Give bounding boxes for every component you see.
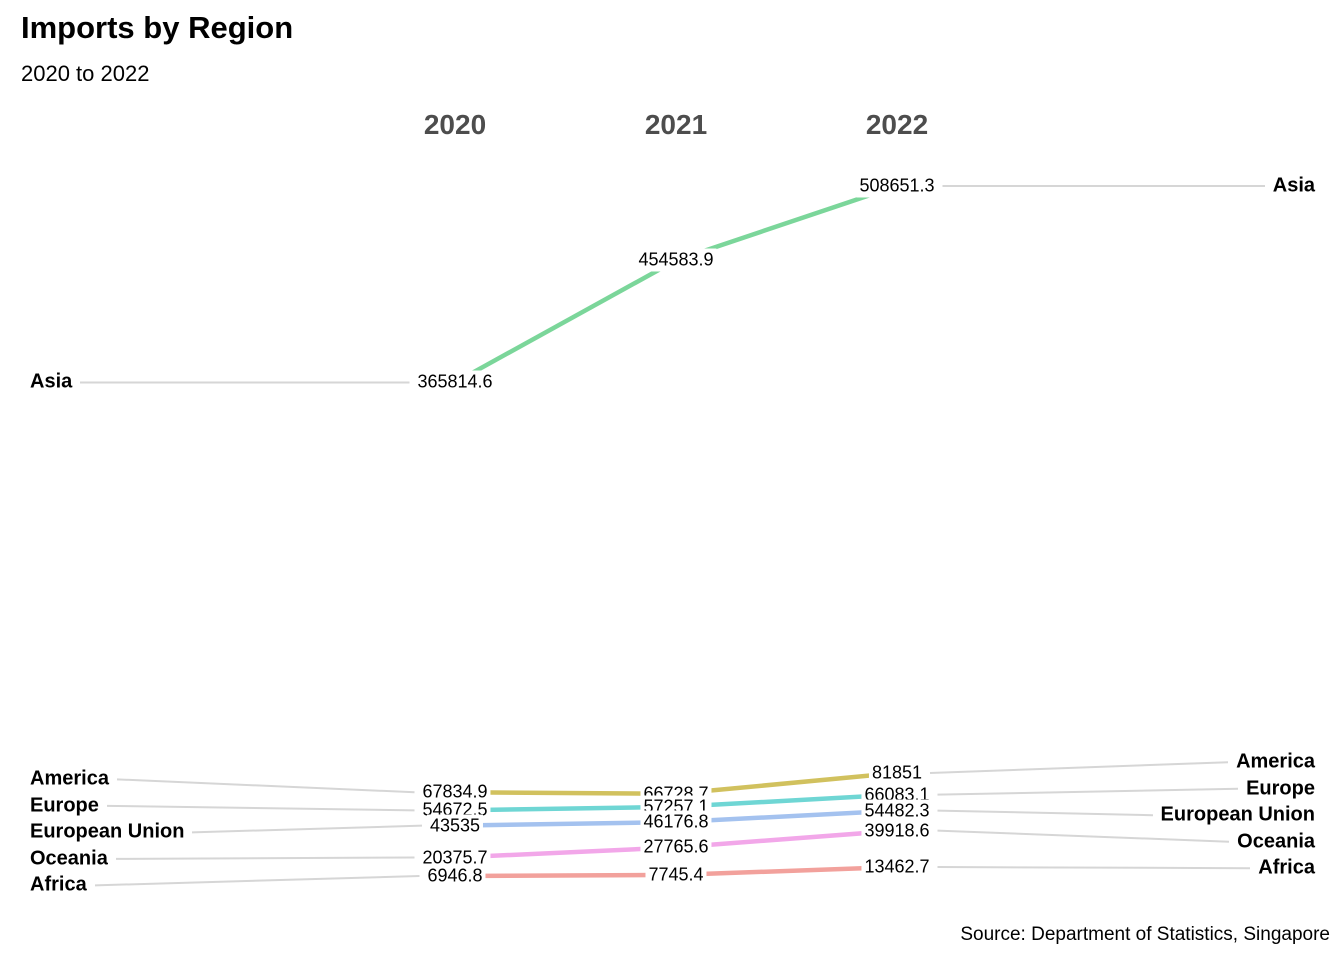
leader-right-oceania [937, 829, 1230, 843]
series-label-right-africa: Africa [1258, 856, 1315, 879]
series-line-european-union-seg1 [675, 808, 898, 825]
value-label-america-2020: 67834.9 [419, 780, 491, 804]
value-label-oceania-2021: 27765.6 [640, 835, 712, 859]
value-label-european-union-2022: 54482.3 [861, 799, 933, 823]
value-label-european-union-2020: 43535 [426, 814, 484, 838]
series-label-right-european-union: European Union [1160, 803, 1315, 826]
series-label-right-america: America [1236, 750, 1315, 773]
leader-right-america [929, 761, 1229, 774]
series-line-oceania-seg1 [675, 828, 898, 850]
series-line-oceania-seg0 [454, 845, 677, 860]
value-label-oceania-2020: 20375.7 [419, 846, 491, 870]
series-label-left-european-union: European Union [30, 820, 185, 843]
series-line-europe-seg0 [454, 804, 677, 813]
leader-left-oceania [115, 856, 415, 860]
series-label-left-america: America [30, 767, 109, 790]
series-line-asia-seg1 [675, 183, 898, 263]
series-line-america-seg1 [675, 770, 898, 797]
leader-left-africa [94, 875, 420, 887]
value-label-america-2022: 81851 [868, 761, 926, 785]
leader-left-america [116, 778, 415, 794]
value-label-asia-2022: 508651.3 [856, 174, 938, 198]
column-header-2021: 2021 [644, 109, 708, 140]
series-label-left-africa: Africa [30, 873, 87, 896]
column-header-2020: 2020 [423, 109, 487, 140]
series-label-left-europe: Europe [30, 794, 99, 817]
value-label-africa-2021: 7745.4 [645, 863, 707, 887]
leader-right-europe [937, 787, 1239, 796]
value-label-oceania-2022: 39918.6 [861, 819, 933, 843]
leader-right-european-union [937, 809, 1154, 817]
series-label-left-oceania: Oceania [30, 847, 108, 870]
series-line-africa-seg1 [675, 864, 898, 878]
chart-title: Imports by Region [21, 10, 294, 45]
value-label-africa-2022: 13462.7 [861, 855, 933, 879]
value-label-africa-2020: 6946.8 [424, 864, 486, 888]
leader-left-europe [106, 804, 415, 812]
series-label-right-asia: Asia [1272, 174, 1315, 197]
chart-subtitle: 2020 to 2022 [21, 61, 150, 86]
value-label-asia-2020: 365814.6 [414, 370, 496, 394]
series-line-america-seg0 [454, 790, 677, 797]
source-credit: Source: Department of Statistics, Singap… [960, 924, 1330, 945]
series-label-left-asia: Asia [30, 370, 73, 393]
value-label-asia-2021: 454583.9 [635, 248, 717, 272]
series-line-europe-seg1 [675, 792, 898, 810]
column-header-2022: 2022 [865, 109, 929, 140]
series-line-european-union-seg0 [454, 819, 677, 828]
series-line-asia-seg0 [453, 258, 678, 385]
leader-left-european-union [191, 824, 423, 834]
value-label-european-union-2021: 46176.8 [640, 810, 712, 834]
leader-right-africa [937, 866, 1251, 870]
series-line-africa-seg0 [454, 872, 677, 879]
series-label-right-europe: Europe [1246, 777, 1315, 800]
series-label-right-oceania: Oceania [1237, 830, 1315, 853]
